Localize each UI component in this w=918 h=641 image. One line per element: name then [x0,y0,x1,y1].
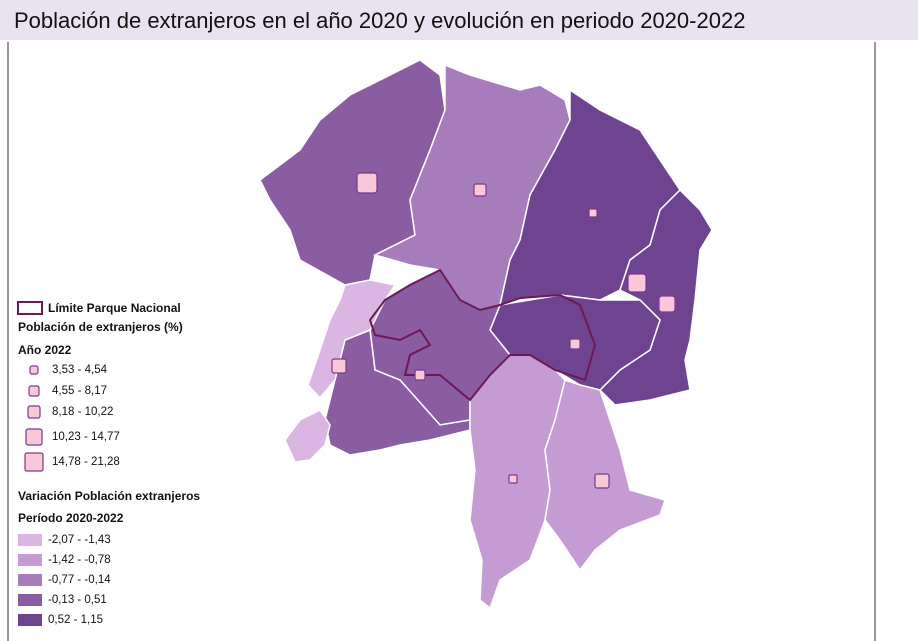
region [598,188,713,406]
size-swatch [28,385,40,397]
park-swatch [17,301,43,315]
size-swatch [25,428,43,446]
region [284,409,331,463]
legend-label: Límite Parque Nacional [48,301,181,315]
legend-label: 4,55 - 8,17 [52,385,107,397]
legend-label: -0,77 - -0,14 [48,574,111,586]
color-swatch [18,614,42,626]
color-swatch [18,534,42,546]
symbol [508,474,518,484]
color-swatch [18,594,42,606]
legend-label: 3,53 - 4,54 [52,364,108,376]
symbol [356,172,378,194]
size-swatch [27,405,41,419]
title: Población de extranjeros en el año 2020 … [14,8,745,33]
legend-label: -1,42 - -0,78 [48,554,111,566]
legend-heading: Año 2022 [18,343,72,357]
symbol [414,369,426,381]
legend-heading: Período 2020-2022 [18,511,124,525]
legend-label: -2,07 - -1,43 [48,534,111,546]
legend-heading: Población de extranjeros (%) [18,320,183,334]
region [307,279,397,400]
park-boundary [368,268,597,402]
symbol [658,295,676,313]
legend-label: 8,18 - 10,22 [52,406,113,418]
symbol [473,183,487,197]
map [259,59,713,610]
color-swatch [18,554,42,566]
legend: Límite Parque Nacional Población de extr… [17,301,200,626]
symbol [594,473,610,489]
symbol [588,208,598,218]
legend-heading: Variación Población extranjeros [18,489,200,503]
color-swatch [18,574,42,586]
legend-label: 10,23 - 14,77 [52,431,120,443]
legend-label: 14,78 - 21,28 [52,456,120,468]
region [324,328,471,456]
size-swatch [24,452,44,472]
legend-label: 0,52 - 1,15 [48,614,103,626]
symbol [627,273,647,293]
symbol [569,338,581,350]
size-swatch [29,365,39,375]
title-bar [0,0,918,40]
legend-label: -0,13 - 0,51 [48,594,107,606]
symbol [331,358,347,374]
